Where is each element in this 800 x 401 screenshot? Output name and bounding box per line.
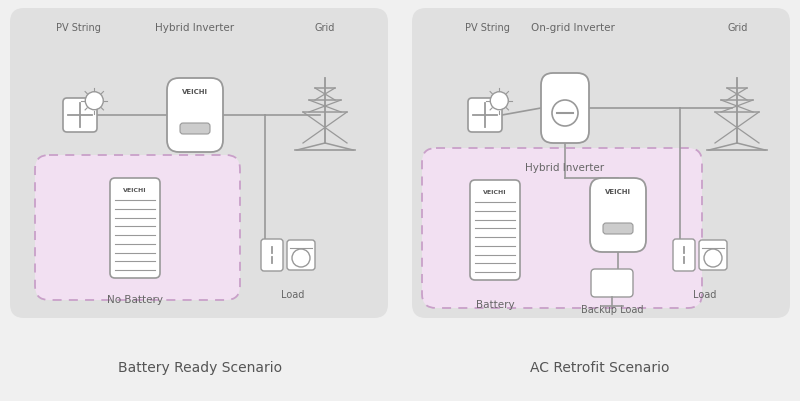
Text: Load: Load: [694, 290, 717, 300]
FancyBboxPatch shape: [590, 178, 646, 252]
FancyBboxPatch shape: [63, 98, 97, 132]
FancyBboxPatch shape: [591, 269, 633, 297]
Text: VEICHI: VEICHI: [605, 189, 631, 195]
FancyBboxPatch shape: [287, 240, 315, 270]
Circle shape: [552, 100, 578, 126]
Text: Backup Load: Backup Load: [581, 305, 643, 315]
Text: Battery: Battery: [476, 300, 514, 310]
Text: On-grid Inverter: On-grid Inverter: [531, 23, 615, 33]
Text: VEICHI: VEICHI: [123, 188, 147, 192]
FancyBboxPatch shape: [699, 240, 727, 270]
FancyBboxPatch shape: [110, 178, 160, 278]
Text: Load: Load: [282, 290, 305, 300]
Text: AC Retrofit Scenario: AC Retrofit Scenario: [530, 361, 670, 375]
FancyBboxPatch shape: [673, 239, 695, 271]
Text: VEICHI: VEICHI: [182, 89, 208, 95]
Text: PV String: PV String: [55, 23, 101, 33]
FancyBboxPatch shape: [10, 8, 388, 318]
Circle shape: [86, 92, 103, 110]
Circle shape: [704, 249, 722, 267]
FancyBboxPatch shape: [261, 239, 283, 271]
Text: Battery Ready Scenario: Battery Ready Scenario: [118, 361, 282, 375]
Text: No Battery: No Battery: [107, 295, 163, 305]
FancyBboxPatch shape: [541, 73, 589, 143]
FancyBboxPatch shape: [167, 78, 223, 152]
FancyBboxPatch shape: [180, 123, 210, 134]
Text: Hybrid Inverter: Hybrid Inverter: [526, 163, 605, 173]
FancyBboxPatch shape: [412, 8, 790, 318]
Text: VEICHI: VEICHI: [483, 190, 507, 194]
Text: Grid: Grid: [728, 23, 748, 33]
Text: Grid: Grid: [315, 23, 335, 33]
FancyBboxPatch shape: [468, 98, 502, 132]
Text: PV String: PV String: [465, 23, 510, 33]
FancyBboxPatch shape: [35, 155, 240, 300]
FancyBboxPatch shape: [422, 148, 702, 308]
Circle shape: [292, 249, 310, 267]
FancyBboxPatch shape: [470, 180, 520, 280]
FancyBboxPatch shape: [603, 223, 633, 234]
Circle shape: [490, 92, 508, 110]
Text: Hybrid Inverter: Hybrid Inverter: [155, 23, 234, 33]
